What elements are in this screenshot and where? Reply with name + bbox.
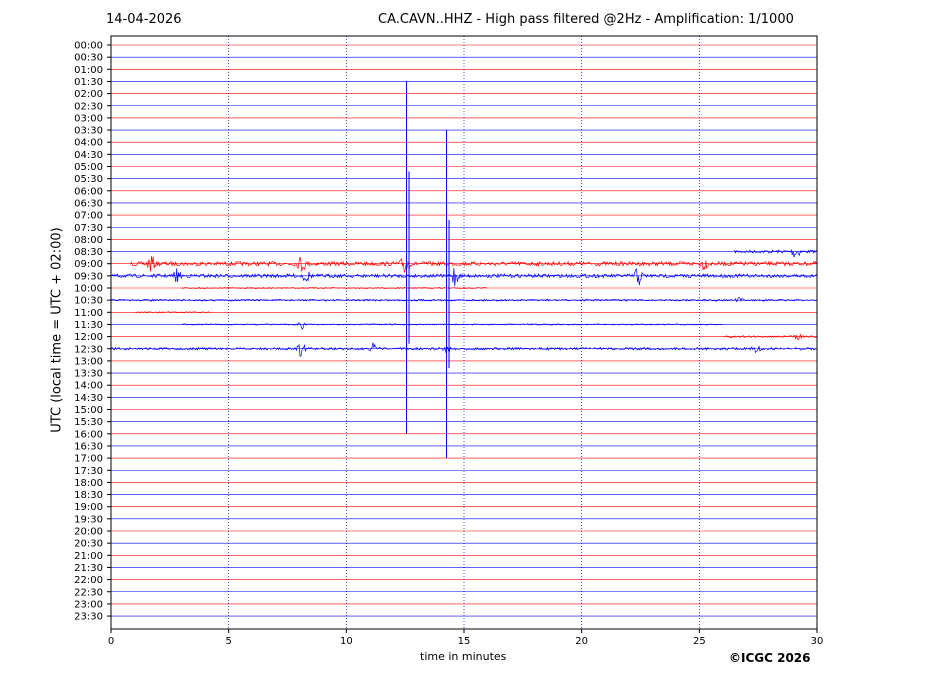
row-time-label: 23:00	[74, 599, 103, 610]
row-time-label: 21:00	[74, 551, 103, 562]
x-tick-label: 25	[693, 636, 706, 647]
row-time-label: 11:30	[74, 320, 103, 331]
y-axis-label: UTC (local time = UTC + 02:00)	[49, 227, 65, 433]
x-tick-labels: 0 5 10 15 20 25 30	[108, 629, 824, 647]
copyright-label: ©ICGC 2026	[729, 651, 811, 665]
row-time-label: 09:00	[74, 259, 103, 270]
date-label: 14-04-2026	[106, 12, 182, 27]
row-time-label: 11:00	[74, 308, 103, 319]
row-time-label: 15:30	[74, 417, 103, 428]
row-time-label: 19:00	[74, 502, 103, 513]
row-time-label: 20:30	[74, 539, 103, 550]
x-tick-label: 10	[340, 636, 353, 647]
row-time-label: 06:30	[74, 198, 103, 209]
plot-frame	[110, 35, 818, 630]
row-time-label: 09:30	[74, 271, 103, 282]
row-time-label: 04:30	[74, 150, 103, 161]
row-time-label: 20:00	[74, 527, 103, 538]
seismic-trace-1000	[181, 286, 487, 290]
row-time-label: 04:00	[74, 138, 103, 149]
x-tick-label: 15	[458, 636, 471, 647]
row-time-label: 21:30	[74, 563, 103, 574]
x-tick-label: 0	[108, 636, 114, 647]
seismic-trace-1030	[111, 297, 817, 303]
row-time-label: 16:00	[74, 429, 103, 440]
row-time-label: 08:00	[74, 235, 103, 246]
row-time-label: 14:30	[74, 393, 103, 404]
chart-title: CA.CAVN..HHZ - High pass filtered @2Hz -…	[378, 12, 794, 27]
row-time-label: 03:30	[74, 126, 103, 137]
seismic-trace-1230	[110, 342, 817, 357]
row-time-label: 19:30	[74, 514, 103, 525]
x-axis-label: time in minutes	[420, 650, 507, 663]
row-time-label: 14:00	[74, 381, 103, 392]
row-time-label: 08:30	[74, 247, 103, 258]
row-time-label: 18:30	[74, 490, 103, 501]
x-tick-label: 30	[811, 636, 824, 647]
row-time-label: 00:00	[74, 41, 103, 52]
seismic-trace-0830	[734, 248, 817, 258]
x-tick-label: 5	[225, 636, 231, 647]
row-time-label: 07:30	[74, 223, 103, 234]
row-time-label: 22:00	[74, 575, 103, 586]
row-time-label: 10:00	[74, 284, 103, 295]
seismic-traces	[110, 81, 817, 459]
row-time-label: 13:00	[74, 356, 103, 367]
seismic-trace-1200	[722, 333, 817, 341]
seismic-trace-0900	[129, 256, 817, 274]
row-time-label: 15:00	[74, 405, 103, 416]
seismic-trace-0930	[110, 267, 817, 287]
row-time-label: 05:30	[74, 174, 103, 185]
row-time-label: 00:30	[74, 53, 103, 64]
row-time-label: 12:30	[74, 344, 103, 355]
seismic-trace-1130	[181, 322, 723, 331]
row-time-label: 23:30	[74, 612, 103, 623]
row-time-label: 18:00	[74, 478, 103, 489]
row-time-label: 12:00	[74, 332, 103, 343]
x-tick-label: 20	[575, 636, 588, 647]
row-time-label: 06:00	[74, 186, 103, 197]
row-time-label: 01:30	[74, 77, 103, 88]
row-time-label: 17:30	[74, 466, 103, 477]
row-time-label: 07:00	[74, 211, 103, 222]
row-time-label: 05:00	[74, 162, 103, 173]
time-grid	[228, 36, 700, 629]
row-time-label: 10:30	[74, 296, 103, 307]
row-time-label: 17:00	[74, 454, 103, 465]
row-time-label: 16:30	[74, 441, 103, 452]
row-time-label: 13:30	[74, 369, 103, 380]
row-time-label: 02:00	[74, 89, 103, 100]
row-time-label: 03:00	[74, 113, 103, 124]
row-time-label: 02:30	[74, 101, 103, 112]
seismic-trace-1100	[134, 311, 213, 314]
row-time-label: 01:00	[74, 65, 103, 76]
row-time-label: 22:30	[74, 587, 103, 598]
